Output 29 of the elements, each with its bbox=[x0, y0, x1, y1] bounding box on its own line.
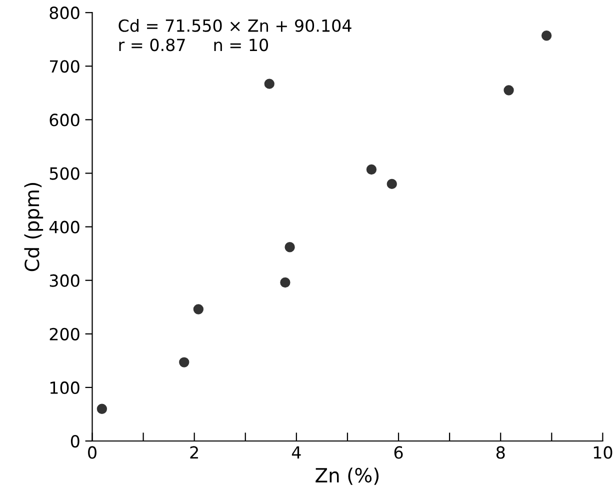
annotation: r = 0.87 n = 10 bbox=[119, 38, 268, 52]
point bbox=[96, 404, 108, 414]
annotation: Cd = 71.550 × Zn + 90.104 bbox=[118, 19, 352, 32]
y-tick-label: 400 bbox=[49, 220, 80, 234]
x-axis-title: Zn (%) bbox=[316, 468, 379, 485]
point bbox=[179, 357, 190, 368]
y-tick-label: 0 bbox=[70, 434, 80, 448]
y-tick-label: 700 bbox=[50, 60, 80, 73]
x-tick-label: 8 bbox=[496, 446, 505, 459]
x-tick-label: 10 bbox=[594, 446, 612, 459]
point bbox=[264, 78, 274, 89]
y-tick-label: 200 bbox=[50, 328, 80, 340]
point bbox=[280, 277, 290, 288]
y-tick-label: 300 bbox=[50, 274, 80, 287]
point bbox=[504, 85, 514, 96]
point bbox=[386, 178, 397, 190]
point bbox=[284, 242, 295, 252]
y-tick-label: 800 bbox=[50, 6, 80, 20]
y-tick-label: 600 bbox=[50, 114, 80, 126]
point bbox=[366, 164, 377, 175]
point bbox=[541, 30, 552, 41]
point bbox=[193, 304, 204, 314]
y-tick-label: 500 bbox=[50, 167, 80, 180]
x-tick-label: 0 bbox=[88, 446, 96, 459]
x-tick-label: 6 bbox=[394, 446, 403, 459]
x-tick-label: 4 bbox=[292, 446, 301, 459]
y-axis-title: Cd (ppm) bbox=[24, 183, 44, 272]
y-tick-label: 100 bbox=[50, 381, 80, 394]
x-tick-label: 2 bbox=[190, 446, 198, 459]
